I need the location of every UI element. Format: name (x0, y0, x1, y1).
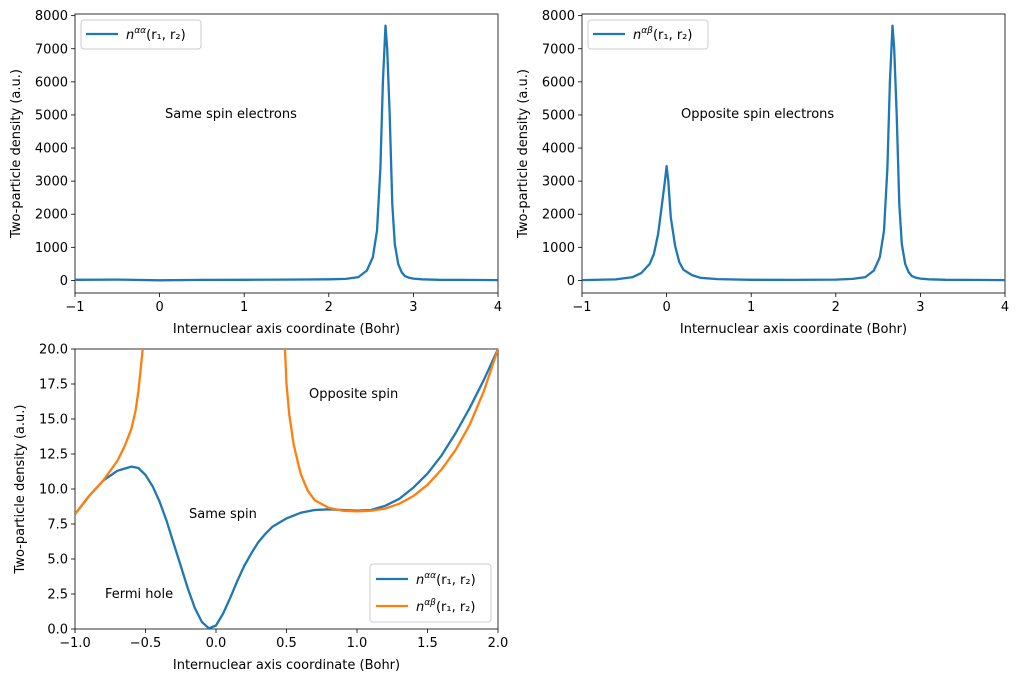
y-tick-label: 5000 (542, 108, 575, 123)
legend-label-opposite-spin: nαβ(r₁, r₂) (416, 598, 475, 615)
y-axis-label: Two-particle density (a.u.) (516, 69, 531, 239)
legend-label-same-spin: nαα(r₁, r₂) (416, 571, 476, 588)
y-tick-label: 15.0 (39, 413, 68, 428)
x-axis-label: Internuclear axis coordinate (Bohr) (680, 322, 907, 337)
x-axis-label: Internuclear axis coordinate (Bohr) (173, 658, 400, 673)
y-tick-label: 20.0 (39, 343, 68, 358)
legend-label-opposite-spin: nαβ(r₁, r₂) (633, 26, 692, 43)
y-tick-label: 1000 (35, 241, 68, 256)
y-tick-label: 7.5 (47, 518, 68, 533)
y-tick-label: 5.0 (47, 553, 68, 568)
y-axis-label: Two-particle density (a.u.) (9, 69, 24, 239)
y-tick-label: 2.5 (47, 588, 68, 603)
legend: nαα(r₁, r₂) nαβ(r₁, r₂) (369, 563, 492, 623)
panel-opposite-spin: −1 0 1 2 3 4 0 1000 2000 3000 4000 5000 6000 7000 800… (516, 9, 1009, 337)
y-tick-label: 6000 (35, 75, 68, 90)
annotation-opposite-spin: Opposite spin (309, 387, 398, 402)
series-line-opposite-spin (75, 349, 498, 515)
legend-box (587, 19, 709, 50)
y-tick-label: 7000 (542, 42, 575, 57)
annotation-fermi-hole: Fermi hole (105, 587, 173, 602)
y-tick-label: 3000 (542, 175, 575, 190)
y-tick-label: 8000 (542, 9, 575, 24)
y-tick-label: 7000 (35, 42, 68, 57)
x-tick-label: 0 (662, 300, 670, 315)
series-line-same-spin (75, 24, 498, 282)
x-tick-label: 2.0 (488, 636, 509, 651)
x-tick-label: 2 (325, 300, 333, 315)
x-tick-label: 3 (409, 300, 417, 315)
x-tick-label: −1.0 (59, 636, 91, 651)
annotation-same-spin-electrons: Same spin electrons (165, 107, 297, 122)
x-tick-label: −1 (572, 300, 591, 315)
y-tick-label: 4000 (542, 142, 575, 157)
y-tick-label: 3000 (35, 175, 68, 190)
x-tick-label: 1 (240, 300, 248, 315)
legend: nαα(r₁, r₂) (80, 19, 202, 50)
y-tick-label: 0 (567, 274, 575, 289)
y-tick-label: 0 (60, 274, 68, 289)
annotation-same-spin: Same spin (189, 507, 257, 522)
x-axis-label: Internuclear axis coordinate (Bohr) (173, 322, 400, 337)
y-axis-label: Two-particle density (a.u.) (13, 405, 28, 575)
y-tick-label: 10.0 (39, 483, 68, 498)
plot-area (581, 13, 1006, 294)
x-tick-label: 0 (155, 300, 163, 315)
x-tick-label: 0.5 (276, 636, 297, 651)
series-line-same-spin (75, 349, 498, 629)
y-tick-label: 6000 (542, 75, 575, 90)
x-tick-label: −1 (65, 300, 84, 315)
x-tick-label: 1.0 (347, 636, 368, 651)
legend-box (80, 19, 202, 50)
y-tick-label: 5000 (35, 108, 68, 123)
annotation-opposite-spin-electrons: Opposite spin electrons (681, 107, 834, 122)
x-tick-label: 4 (494, 300, 502, 315)
x-tick-label: 0.0 (206, 636, 227, 651)
x-tick-label: 4 (1001, 300, 1009, 315)
x-tick-label: 1 (747, 300, 755, 315)
series-line-opposite-spin (582, 24, 1005, 282)
x-tick-label: −0.5 (130, 636, 162, 651)
y-tick-label: 4000 (35, 142, 68, 157)
y-tick-label: 0.0 (47, 623, 68, 638)
legend: nαβ(r₁, r₂) (587, 19, 709, 50)
y-tick-label: 1000 (542, 241, 575, 256)
panel-same-spin: −1 0 1 2 3 4 0 1000 2000 3000 4000 5000 6000 7000 800… (9, 9, 502, 337)
y-tick-label: 8000 (35, 9, 68, 24)
legend-label-same-spin: nαα(r₁, r₂) (126, 26, 186, 43)
y-tick-label: 12.5 (39, 448, 68, 463)
y-tick-label: 2000 (542, 208, 575, 223)
panel-comparison: −1.0 −0.5 0.0 0.5 1.0 1.5 2.0 0.0 2.5 5.0 7.5 10.0… (13, 343, 509, 674)
plot-area (74, 13, 499, 294)
x-tick-label: 2 (832, 300, 840, 315)
x-tick-label: 1.5 (417, 636, 438, 651)
y-tick-label: 17.5 (39, 378, 68, 393)
y-tick-label: 2000 (35, 208, 68, 223)
x-tick-label: 3 (916, 300, 924, 315)
